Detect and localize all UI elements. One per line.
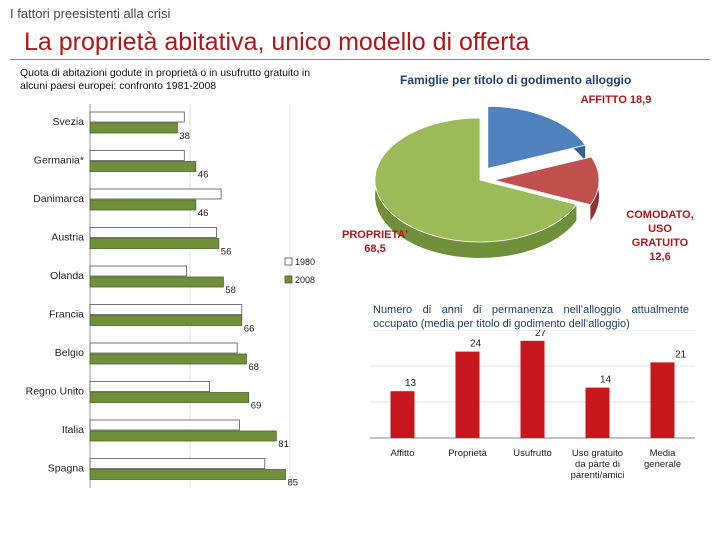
- pie-label-affitto: AFFITTO 18,9: [580, 94, 652, 106]
- column-bar: [585, 387, 610, 438]
- column-category-label: Affitto: [390, 448, 414, 459]
- bar-2008: [89, 430, 277, 442]
- bar-value-label: 68: [248, 362, 259, 373]
- tenure-pie-chart: [374, 105, 600, 258]
- bar-1980: [89, 381, 210, 392]
- bar-value-label: 69: [251, 401, 262, 412]
- bar-1980: [89, 304, 243, 315]
- bar-1980: [89, 419, 240, 431]
- column-chart-title: Numero di anni di permanenza nell’allogg…: [373, 304, 689, 330]
- column-category-line: Uso gratuito: [572, 448, 623, 459]
- bar-2008: [89, 353, 247, 365]
- bar-value-label: 46: [198, 170, 209, 181]
- column-category-line: Proprietà: [448, 448, 487, 459]
- pie-chart-title: Famiglie per titolo di godimento alloggi…: [400, 73, 632, 87]
- column-value-label: 21: [675, 349, 687, 360]
- bar-2008: [89, 238, 220, 249]
- bar-2008: [89, 199, 197, 211]
- column-bar: [520, 340, 545, 438]
- pie-slice-proprieta: [374, 117, 578, 243]
- country-label: Francia: [49, 309, 84, 321]
- column-category-line: Affitto: [390, 448, 414, 459]
- column-category-line: Media: [650, 448, 677, 459]
- column-category-line: parenti/amici: [571, 470, 625, 481]
- country-label: Austria: [51, 232, 84, 244]
- column-category-line: da parte di: [575, 459, 620, 470]
- bar-2008: [89, 276, 224, 288]
- country-label: Olanda: [50, 270, 84, 282]
- title-divider: [10, 59, 710, 60]
- bar-value-label: 58: [225, 285, 236, 296]
- country-label: Svezia: [52, 116, 84, 128]
- legend-swatch-2008: [284, 275, 293, 284]
- bar-2008: [89, 122, 178, 134]
- bar-1980: [89, 342, 238, 354]
- bar-1980: [89, 188, 222, 200]
- legend-label-1980: 1980: [295, 257, 315, 267]
- bar-1980: [89, 458, 266, 469]
- bar-1980: [89, 227, 217, 238]
- section-kicker: I fattori preesistenti alla crisi: [10, 6, 171, 21]
- column-category-label: Uso gratuito da parte di parenti/amici: [571, 448, 625, 481]
- bar-value-label: 85: [288, 478, 299, 489]
- pie-slice-affitto: [487, 105, 586, 169]
- pie-label-proprieta: PROPRIETA' 68,5: [342, 229, 408, 255]
- column-value-label: 27: [535, 330, 547, 339]
- column-bar: [390, 391, 415, 438]
- bar-2008: [89, 161, 197, 172]
- pie-label-comodato: COMODATO, USO GRATUITO 12,6: [626, 209, 694, 263]
- pie-slice-comodato: [493, 156, 600, 206]
- country-label: Belgio: [55, 347, 84, 359]
- bar-value-label: 81: [278, 439, 289, 450]
- bar-2008: [89, 392, 250, 403]
- bar-1980: [89, 111, 185, 123]
- bar-chart-description: Quota di abitazioni godute in proprietà …: [20, 67, 311, 92]
- column-value-label: 14: [600, 375, 612, 386]
- column-category-line: Usufrutto: [513, 448, 552, 459]
- country-label: Spagna: [48, 463, 84, 475]
- bar-value-label: 66: [244, 324, 255, 335]
- country-label: Danimarca: [33, 193, 84, 205]
- column-value-label: 13: [405, 378, 417, 389]
- legend-label-2008: 2008: [295, 275, 315, 285]
- tenure-years-column-chart: 13 Affitto 24 Proprietà 27 Usufrutto 14 Uso gra…: [370, 330, 695, 481]
- column-category-label: Proprietà: [448, 448, 487, 459]
- page-title: La proprietà abitativa, unico modello di…: [24, 28, 530, 56]
- column-category-label: Usufrutto: [513, 448, 552, 459]
- column-bar: [650, 362, 675, 438]
- country-label: Italia: [62, 424, 84, 436]
- legend-swatch-1980: [284, 257, 293, 266]
- bar-1980: [89, 150, 185, 161]
- column-category-label: Media generale: [644, 448, 681, 470]
- country-bar-chart: Svezia 38 Germania* 46 Danimarca 46 Austria 56 O…: [26, 104, 315, 489]
- bar-value-label: 56: [221, 247, 232, 258]
- country-label: Germania*: [34, 155, 84, 167]
- bar-1980: [89, 265, 187, 277]
- bar-value-label: 38: [179, 131, 190, 142]
- bar-value-label: 46: [198, 208, 209, 219]
- column-bar: [455, 351, 480, 438]
- bar-2008: [89, 315, 243, 326]
- column-category-line: generale: [644, 459, 681, 470]
- column-value-label: 24: [470, 339, 482, 350]
- country-label: Regno Unito: [26, 386, 85, 398]
- bar-2008: [89, 469, 286, 480]
